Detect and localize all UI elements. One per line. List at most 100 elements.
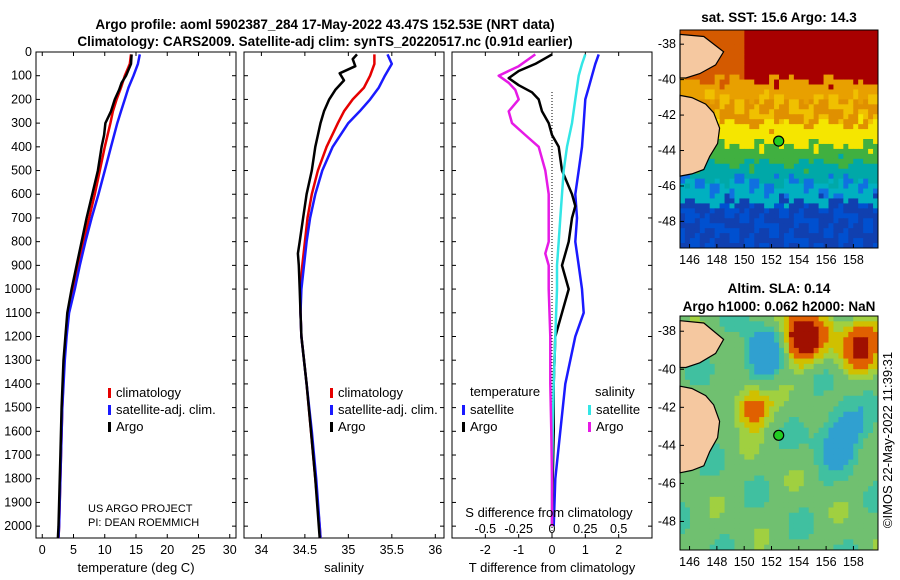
map-cell bbox=[694, 523, 701, 530]
map-cell bbox=[858, 124, 864, 130]
map-cell bbox=[863, 395, 869, 402]
map-cell bbox=[808, 148, 815, 155]
map-cell bbox=[818, 218, 825, 224]
map-cell bbox=[680, 233, 686, 239]
map-cell bbox=[704, 358, 711, 365]
map-cell bbox=[848, 228, 854, 234]
x-tick-label: 150 bbox=[734, 555, 755, 569]
map-cell bbox=[868, 379, 874, 386]
map-cell bbox=[808, 395, 815, 402]
map-cell bbox=[843, 443, 849, 450]
map-cell bbox=[729, 507, 735, 514]
map-cell bbox=[759, 139, 765, 145]
map-cell bbox=[868, 363, 874, 370]
map-cell bbox=[719, 406, 726, 413]
panel-frame bbox=[243, 51, 445, 539]
map-cell bbox=[833, 433, 839, 439]
map-cell bbox=[739, 470, 745, 477]
map-cell bbox=[699, 208, 706, 214]
map-cell bbox=[779, 129, 785, 135]
map-cell bbox=[853, 475, 859, 482]
map-cell bbox=[749, 486, 755, 492]
map-cell bbox=[754, 30, 760, 36]
map-cell bbox=[858, 374, 864, 381]
map-cell bbox=[759, 148, 765, 155]
map-cell bbox=[699, 30, 706, 36]
map-cell bbox=[873, 129, 879, 135]
map-cell bbox=[868, 534, 874, 540]
map-cell bbox=[848, 358, 854, 365]
map-cell bbox=[729, 109, 735, 115]
map-cell bbox=[873, 109, 879, 115]
map-cell bbox=[739, 139, 745, 145]
map-cell bbox=[694, 475, 701, 482]
map-cell bbox=[714, 321, 721, 328]
map-cell bbox=[749, 153, 755, 160]
map-cell bbox=[823, 523, 829, 530]
map-cell bbox=[724, 183, 730, 190]
map-cell bbox=[843, 337, 849, 344]
map-cell bbox=[689, 470, 696, 477]
map-cell bbox=[798, 331, 805, 338]
legend-label: satellite bbox=[596, 402, 640, 417]
map-cell bbox=[689, 491, 696, 498]
map-cell bbox=[833, 438, 839, 445]
map-cell bbox=[744, 30, 750, 36]
map-cell bbox=[729, 422, 735, 429]
map-cell bbox=[734, 518, 740, 524]
map-cell bbox=[793, 129, 800, 135]
map-cell bbox=[764, 422, 770, 429]
map-cell bbox=[719, 507, 726, 514]
y-tick-label: 1300 bbox=[4, 353, 32, 367]
map-cell bbox=[694, 385, 701, 391]
map-cell bbox=[749, 104, 755, 110]
y-tick-label: -48 bbox=[658, 514, 676, 528]
map-cell bbox=[788, 331, 795, 338]
map-cell bbox=[838, 433, 844, 439]
map-cell bbox=[833, 163, 839, 170]
map-cell bbox=[868, 326, 874, 333]
map-cell bbox=[823, 119, 829, 125]
map-cell bbox=[823, 233, 829, 239]
map-cell bbox=[694, 363, 701, 370]
map-cell bbox=[808, 369, 815, 375]
map-cell bbox=[808, 470, 815, 477]
map-cell bbox=[754, 94, 760, 100]
map-cell bbox=[734, 411, 740, 418]
map-cell bbox=[843, 243, 849, 249]
map-cell bbox=[813, 406, 820, 413]
map-cell bbox=[843, 139, 849, 145]
map-cell bbox=[828, 84, 834, 90]
map-cell bbox=[739, 193, 745, 199]
map-cell bbox=[769, 443, 775, 450]
map-cell bbox=[803, 193, 810, 199]
map-cell bbox=[783, 30, 790, 36]
map-cell bbox=[833, 153, 839, 160]
map-cell bbox=[788, 79, 795, 85]
map-cell bbox=[714, 39, 721, 46]
map-cell bbox=[734, 417, 740, 423]
map-cell bbox=[808, 480, 815, 487]
map-cell bbox=[823, 406, 829, 413]
map-cell bbox=[769, 438, 775, 445]
map-cell bbox=[843, 178, 849, 185]
x-tick-label: 0 bbox=[39, 543, 46, 557]
map-cell bbox=[729, 59, 735, 66]
map-cell bbox=[769, 464, 775, 471]
y-tick-label: 1400 bbox=[4, 377, 32, 391]
map-cell bbox=[818, 406, 825, 413]
x-tick-label: 146 bbox=[679, 253, 700, 267]
map-cell bbox=[838, 395, 844, 402]
map-cell bbox=[779, 528, 785, 535]
map-cell bbox=[759, 480, 765, 487]
map-cell bbox=[783, 406, 790, 413]
map-cell bbox=[813, 168, 820, 175]
map-cell bbox=[734, 480, 740, 487]
map-cell bbox=[724, 358, 730, 365]
map-cell bbox=[833, 523, 839, 530]
map-cell bbox=[714, 475, 721, 482]
map-cell bbox=[749, 480, 755, 487]
map-cell bbox=[734, 39, 740, 46]
legend-swatch bbox=[462, 405, 465, 415]
map-cell bbox=[734, 143, 740, 150]
